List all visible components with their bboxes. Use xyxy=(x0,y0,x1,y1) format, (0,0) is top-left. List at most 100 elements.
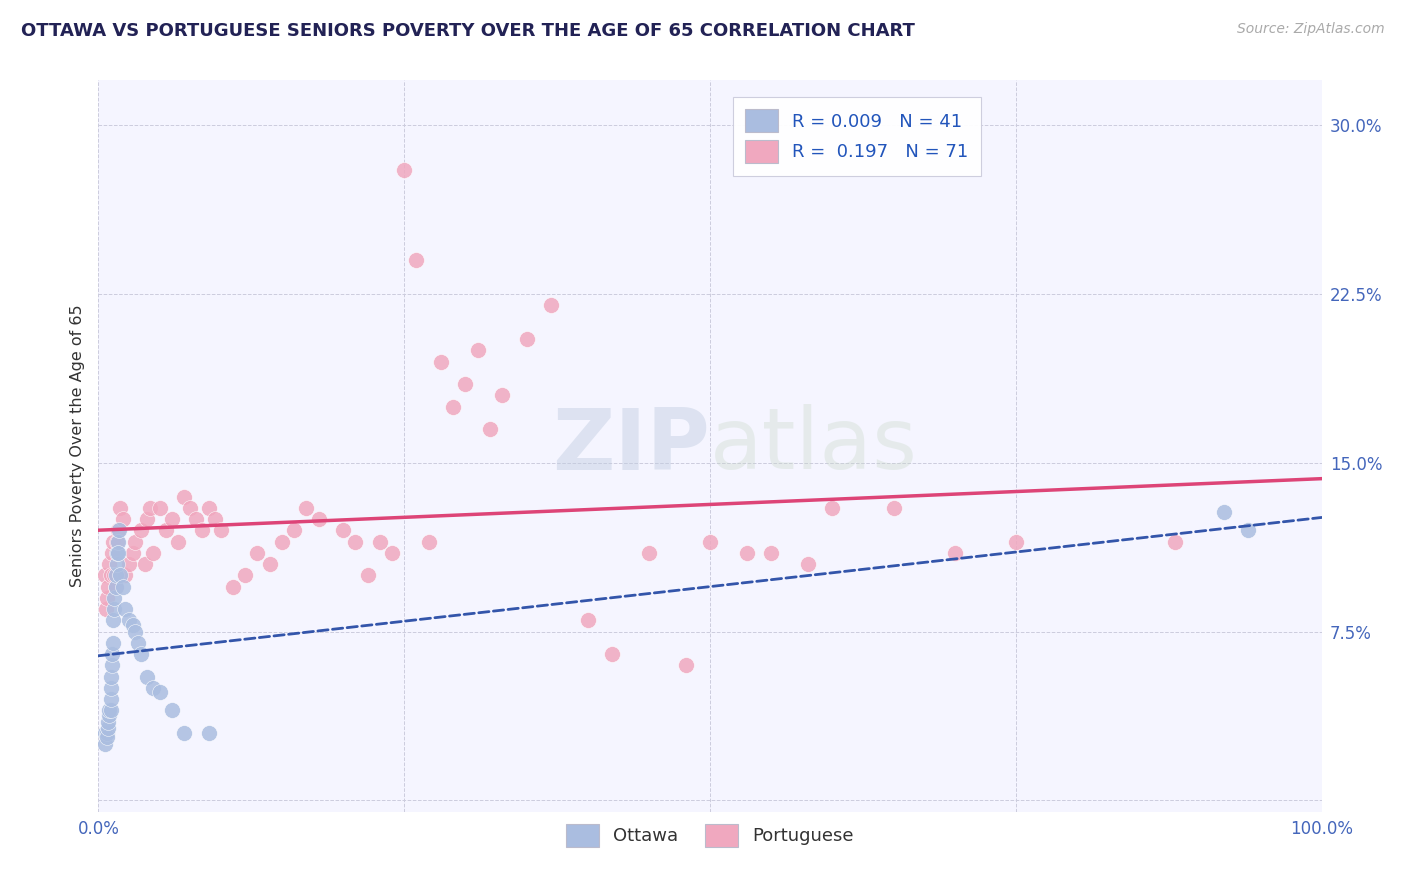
Point xyxy=(160,703,183,717)
Point xyxy=(107,534,129,549)
Point xyxy=(136,670,159,684)
Point xyxy=(118,614,141,628)
Point xyxy=(127,636,149,650)
Text: atlas: atlas xyxy=(710,404,918,488)
Point xyxy=(111,512,134,526)
Point xyxy=(103,568,125,582)
Point xyxy=(259,557,281,571)
Point xyxy=(405,253,427,268)
Point xyxy=(467,343,489,358)
Point xyxy=(191,524,214,538)
Point xyxy=(155,524,177,538)
Legend: Ottawa, Portuguese: Ottawa, Portuguese xyxy=(555,813,865,857)
Point xyxy=(600,647,623,661)
Point xyxy=(104,568,127,582)
Point xyxy=(368,534,391,549)
Point xyxy=(110,568,132,582)
Point xyxy=(101,534,124,549)
Point xyxy=(103,602,125,616)
Point xyxy=(637,546,661,560)
Point xyxy=(129,647,152,661)
Point xyxy=(149,500,172,515)
Point xyxy=(105,546,128,560)
Point xyxy=(100,703,122,717)
Point xyxy=(107,524,129,538)
Point xyxy=(699,534,721,549)
Point xyxy=(209,524,232,538)
Point xyxy=(98,557,121,571)
Point xyxy=(108,524,131,538)
Point xyxy=(1004,534,1026,549)
Point xyxy=(129,524,152,538)
Point xyxy=(101,636,124,650)
Point xyxy=(418,534,440,549)
Text: Source: ZipAtlas.com: Source: ZipAtlas.com xyxy=(1237,22,1385,37)
Point xyxy=(103,591,125,605)
Point xyxy=(883,500,905,515)
Point xyxy=(454,377,477,392)
Point xyxy=(100,692,122,706)
Point xyxy=(160,512,183,526)
Point xyxy=(576,614,599,628)
Point xyxy=(98,708,121,723)
Point xyxy=(96,591,118,605)
Point xyxy=(761,546,783,560)
Point xyxy=(105,534,128,549)
Point xyxy=(97,580,120,594)
Point xyxy=(222,580,245,594)
Y-axis label: Seniors Poverty Over the Age of 65: Seniors Poverty Over the Age of 65 xyxy=(69,305,84,587)
Point xyxy=(142,546,165,560)
Point xyxy=(124,534,146,549)
Point xyxy=(186,512,208,526)
Point xyxy=(197,726,219,740)
Point xyxy=(430,354,453,368)
Point xyxy=(101,614,124,628)
Point xyxy=(515,332,537,346)
Point xyxy=(233,568,256,582)
Point xyxy=(97,722,120,736)
Point xyxy=(173,726,195,740)
Point xyxy=(246,546,269,560)
Point xyxy=(270,534,294,549)
Point xyxy=(134,557,156,571)
Point xyxy=(93,726,115,740)
Point xyxy=(100,681,122,695)
Point xyxy=(107,546,129,560)
Point xyxy=(110,500,132,515)
Point xyxy=(478,422,501,436)
Point xyxy=(381,546,404,560)
Point xyxy=(104,580,127,594)
Point xyxy=(173,490,195,504)
Point xyxy=(356,568,378,582)
Point xyxy=(101,546,124,560)
Point xyxy=(675,658,697,673)
Point xyxy=(101,647,124,661)
Point xyxy=(121,618,143,632)
Point xyxy=(121,546,143,560)
Point xyxy=(283,524,305,538)
Point xyxy=(101,658,124,673)
Point xyxy=(197,500,219,515)
Point xyxy=(295,500,318,515)
Point xyxy=(392,163,416,178)
Point xyxy=(100,568,122,582)
Point xyxy=(97,714,120,729)
Text: ZIP: ZIP xyxy=(553,404,710,488)
Point xyxy=(118,557,141,571)
Point xyxy=(149,685,172,699)
Point xyxy=(491,388,513,402)
Point xyxy=(179,500,201,515)
Point xyxy=(136,512,159,526)
Point xyxy=(98,703,121,717)
Text: OTTAWA VS PORTUGUESE SENIORS POVERTY OVER THE AGE OF 65 CORRELATION CHART: OTTAWA VS PORTUGUESE SENIORS POVERTY OVE… xyxy=(21,22,915,40)
Point xyxy=(735,546,758,560)
Point xyxy=(142,681,165,695)
Point xyxy=(96,726,118,740)
Point xyxy=(344,534,367,549)
Point xyxy=(139,500,162,515)
Point xyxy=(308,512,330,526)
Point xyxy=(797,557,820,571)
Point xyxy=(114,602,136,616)
Point xyxy=(114,568,136,582)
Point xyxy=(1164,534,1187,549)
